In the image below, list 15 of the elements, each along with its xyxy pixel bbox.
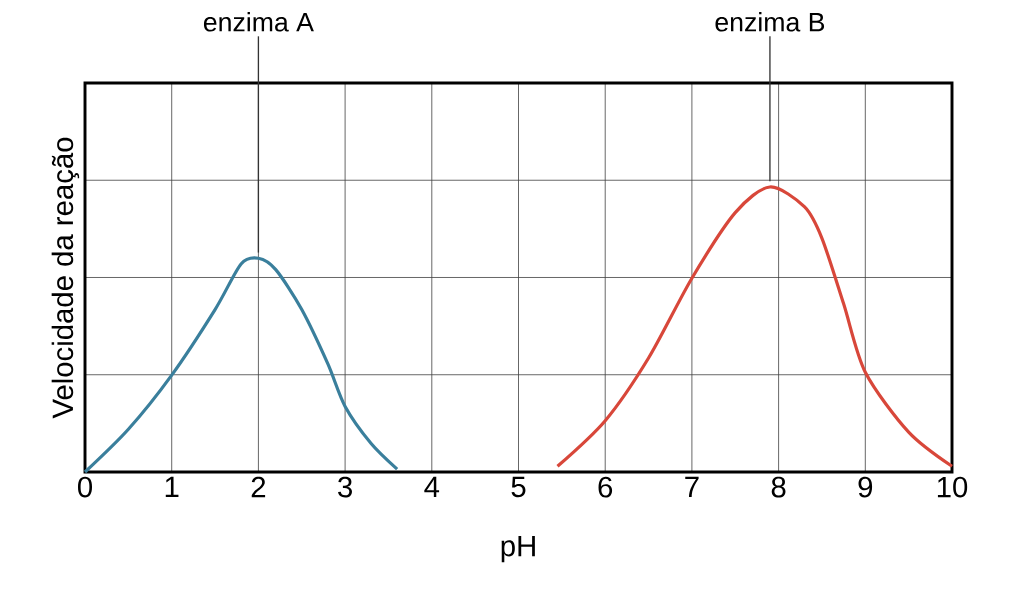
x-tick-label: 1 [165, 476, 179, 497]
x-tick-label: 3 [338, 476, 352, 498]
x-tick-label: 4 [424, 476, 440, 497]
y-axis-title: Velocidade da reação [51, 137, 80, 419]
x-tick-label: 7 [685, 476, 699, 497]
x-tick-label: 6 [598, 476, 613, 498]
x-tick-label: 10 [937, 476, 968, 498]
x-axis-title: pH [501, 535, 535, 563]
x-tick-label: 5 [511, 476, 526, 498]
x-tick-label: 2 [251, 476, 266, 498]
text: enzima A [203, 12, 314, 32]
x-tick-label: 9 [858, 476, 873, 498]
text: enzima B [715, 12, 825, 32]
x-tick-label: 0 [78, 476, 93, 498]
x-tick-label: 8 [771, 476, 786, 498]
